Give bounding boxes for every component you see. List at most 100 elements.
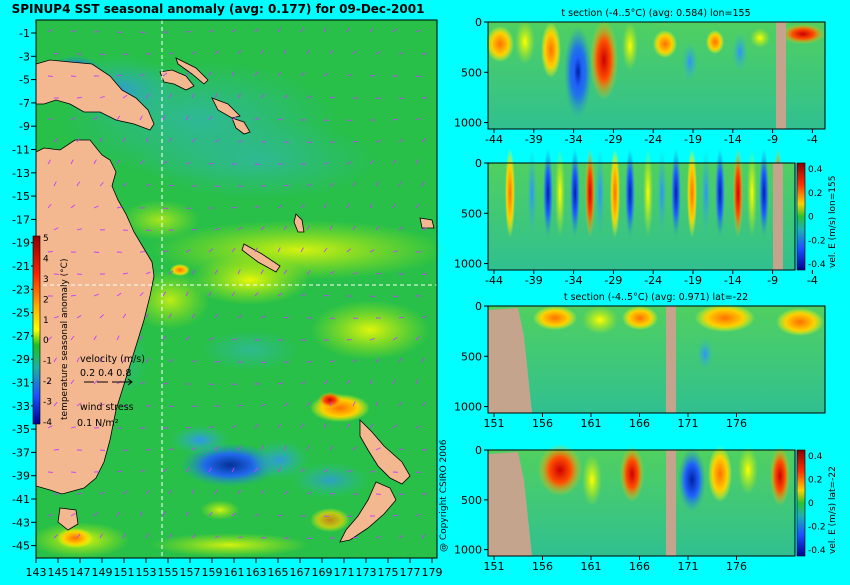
section-x-tick-label: 176 (726, 560, 747, 573)
section-x-tick-label: 161 (581, 560, 602, 573)
wind-stress-scale: 0.1 N/m² (77, 418, 119, 429)
section-anomaly-blob (781, 24, 825, 44)
section-anomaly-blob (486, 26, 514, 62)
section-y-tick-label: 0 (475, 300, 482, 313)
section-y-tick-label: 1000 (454, 544, 482, 557)
section-x-tick-label: -24 (644, 133, 662, 146)
section-anomaly-blob (643, 148, 653, 238)
map-x-tick-label: 161 (224, 566, 245, 579)
wind-arrow (54, 53, 59, 54)
section-colorbar-label: vel. E (m/s) lon=155 (828, 176, 838, 268)
section-anomaly-blob (678, 448, 706, 512)
section-y-tick-label: 500 (461, 207, 482, 220)
map-colorbar-tick-label: 3 (43, 275, 49, 285)
map-colorbar-tick-label: 0 (43, 336, 49, 346)
section-title: t section (-4..5°C) (avg: 0.971) lat=-22 (564, 292, 748, 303)
wind-arrow (347, 339, 352, 340)
section-x-tick-label: 166 (629, 560, 650, 573)
section-x-tick-label: -44 (485, 274, 503, 287)
section-x-tick-label: 166 (629, 417, 650, 430)
section-colorbar-tick-label: 0.2 (808, 476, 822, 486)
section-x-tick-label: -14 (724, 274, 742, 287)
wind-arrow (192, 229, 197, 230)
section-anomaly-blob (570, 148, 580, 238)
map-y-axis: -1-3-5-7-9-11-13-15-17-19-21-23-25-27-29… (12, 27, 36, 553)
map-x-tick-label: 159 (202, 566, 223, 579)
section-anomaly-blob (747, 148, 757, 238)
map-title: SPINUP4 SST seasonal anomaly (avg: 0.177… (12, 2, 425, 16)
map-colorbar-tick-label: -3 (43, 398, 52, 408)
section-anomaly-blob (701, 148, 711, 238)
section-land-gap (666, 450, 676, 556)
section-anomaly-blob (738, 446, 758, 494)
map-y-tick-label: -37 (12, 446, 30, 459)
map-y-tick-label: -17 (12, 213, 30, 226)
wind-arrow (186, 427, 191, 428)
map-x-tick-label: 179 (422, 566, 443, 579)
section-anomaly-blob (715, 148, 725, 238)
section-x-tick-label: -4 (807, 274, 818, 287)
section-anomaly-blob (671, 148, 681, 238)
section-anomaly-blob (595, 148, 605, 238)
section-colorbar-tick-label: -0.4 (808, 546, 826, 556)
map-x-tick-label: 173 (356, 566, 377, 579)
velocity-scale: 0.2 0.4 0.8 (80, 368, 131, 379)
section-anomaly-blob (622, 306, 658, 330)
section-anomaly-blob (750, 28, 770, 48)
map-colorbar-tick-label: 5 (43, 234, 49, 244)
section-panel-2: 05001000-44-39-34-29-24-19-14-9-40.40.20… (454, 148, 838, 287)
section-anomaly-blob (776, 308, 824, 336)
section-x-tick-label: -39 (525, 133, 543, 146)
map-colorbar-tick-label: 2 (43, 295, 49, 305)
map-y-tick-label: -3 (19, 50, 30, 63)
section-anomaly-blob (706, 30, 724, 54)
section-anomaly-blob (657, 148, 667, 238)
map-y-tick-label: -29 (12, 353, 30, 366)
map-colorbar-bar (33, 236, 40, 424)
map-colorbar-tick-label: -4 (43, 418, 52, 428)
map-x-tick-label: 143 (26, 566, 47, 579)
velocity-label: velocity (m/s) (80, 354, 145, 365)
map-x-tick-label: 163 (246, 566, 267, 579)
section-x-tick-label: 151 (484, 560, 505, 573)
section-anomaly-blob (622, 22, 638, 70)
section-anomaly-blob (732, 32, 748, 72)
section-y-tick-label: 500 (461, 494, 482, 507)
section-title: t section (-4..5°C) (avg: 0.584) lon=155 (561, 8, 750, 19)
section-colorbar-tick-label: -0.4 (808, 260, 826, 270)
section-x-tick-label: -9 (767, 133, 778, 146)
map-x-tick-label: 177 (400, 566, 421, 579)
section-anomaly-blob (759, 148, 769, 238)
map-x-tick-label: 149 (92, 566, 113, 579)
map-y-tick-label: -43 (12, 516, 30, 529)
section-x-tick-label: 151 (484, 417, 505, 430)
section-colorbar-tick-label: 0.2 (808, 189, 822, 199)
map-colorbar-tick-label: -1 (43, 357, 52, 367)
section-x-tick-label: -19 (684, 274, 702, 287)
section-anomaly-blob (653, 30, 677, 58)
section-x-tick-label: 161 (581, 417, 602, 430)
section-y-tick-label: 500 (461, 350, 482, 363)
section-colorbar-tick-label: -0.2 (808, 236, 826, 246)
wind-arrow (48, 251, 53, 252)
map-x-tick-label: 167 (290, 566, 311, 579)
map-x-tick-label: 147 (70, 566, 91, 579)
map-y-tick-label: -23 (12, 283, 30, 296)
section-colorbar-tick-label: 0 (808, 499, 814, 509)
section-colorbar (797, 163, 805, 270)
wind-arrow (209, 163, 214, 164)
map-y-tick-label: -7 (19, 97, 30, 110)
section-anomaly-blob (582, 454, 602, 506)
section-anomaly-blob (538, 444, 582, 496)
map-y-tick-label: -41 (12, 493, 30, 506)
copyright-text: @ Copyright CSIRO 2006 (439, 439, 449, 552)
section-colorbar-tick-label: -0.2 (808, 523, 826, 533)
section-x-tick-label: -44 (485, 133, 503, 146)
section-anomaly-blob (687, 148, 697, 238)
section-x-tick-label: 156 (532, 417, 553, 430)
section-x-tick-label: -34 (565, 274, 583, 287)
section-x-tick-label: -29 (604, 274, 622, 287)
section-anomaly-blob (570, 42, 586, 102)
